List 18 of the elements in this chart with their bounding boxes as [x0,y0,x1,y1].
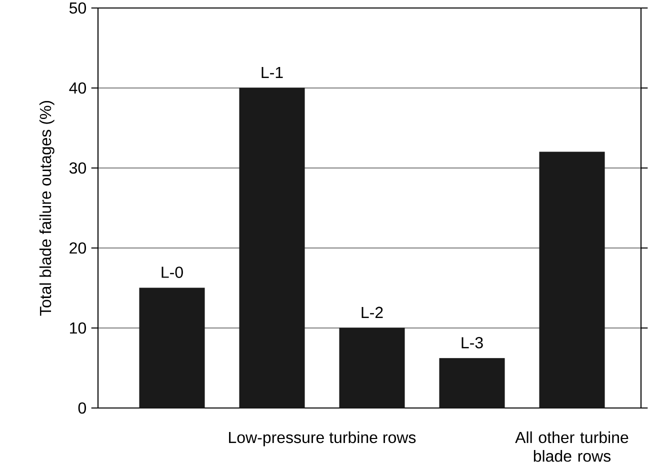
y-tick-label: 50 [69,2,86,14]
x-tick-label: L-3 [462,337,483,348]
bar [439,358,505,408]
x-tick-label: L-1 [262,66,283,78]
x-tick-label: L-0 [162,266,183,278]
bar [239,88,305,408]
bar [539,152,605,408]
x-axis-title: Low-pressure turbine rows [229,431,416,446]
bar [139,288,205,408]
y-tick-label: 20 [70,242,86,254]
y-tick-label: 10 [70,322,86,334]
y-tick-label: 30 [69,162,86,174]
text: All other turbine blade rows [515,431,628,462]
x-tick-label: L-2 [362,306,383,318]
y-tick-label: 40 [69,82,86,94]
y-tick-label: 0 [78,402,86,414]
bar [339,328,405,408]
y-axis-title: Total blade failure outages (%) [39,100,54,316]
